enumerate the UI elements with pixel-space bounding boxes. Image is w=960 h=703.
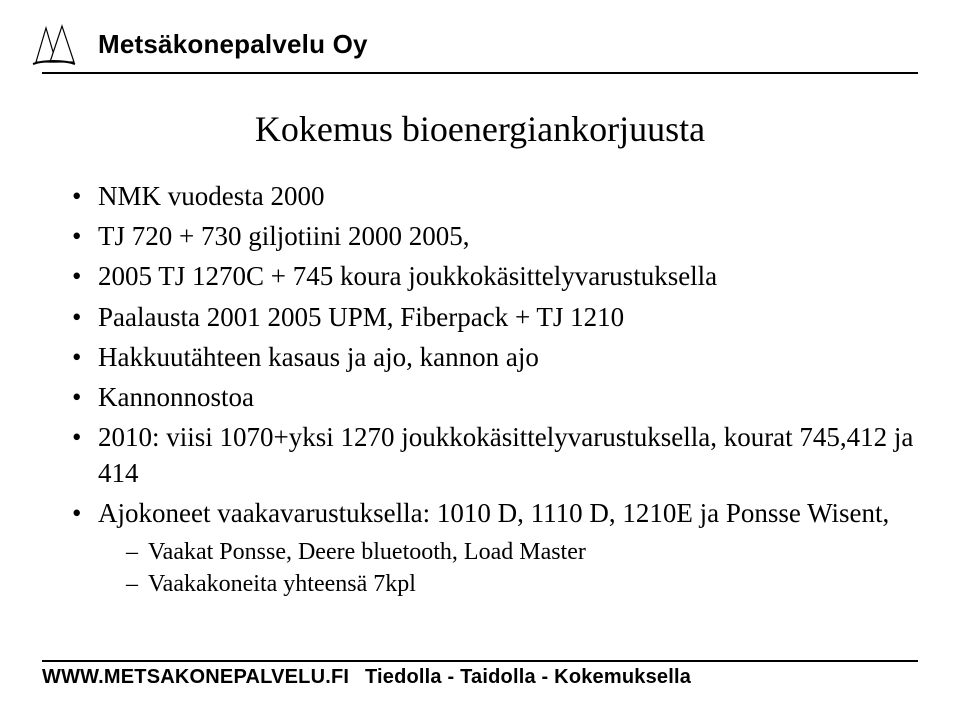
company-logo-icon [24, 20, 84, 68]
slide-page: Metsäkonepalvelu Oy Kokemus bioenergiank… [0, 0, 960, 703]
footer-divider [42, 660, 918, 662]
bullet-item: Hakkuutähteen kasaus ja ajo, kannon ajo [72, 339, 918, 375]
company-name: Metsäkonepalvelu Oy [98, 29, 368, 60]
bullet-item: Ajokoneet vaakavarustuksella: 1010 D, 11… [72, 495, 918, 600]
bullet-item: 2010: viisi 1070+yksi 1270 joukkokäsitte… [72, 419, 918, 491]
header: Metsäkonepalvelu Oy [24, 20, 918, 68]
bullet-item: NMK vuodesta 2000 [72, 178, 918, 214]
bullet-item: Paalausta 2001 2005 UPM, Fiberpack + TJ … [72, 299, 918, 335]
bullet-list: NMK vuodesta 2000 TJ 720 + 730 giljotiin… [72, 178, 918, 600]
footer: WWW.METSAKONEPALVELU.FI Tiedolla - Taido… [42, 660, 918, 689]
footer-line: WWW.METSAKONEPALVELU.FI Tiedolla - Taido… [42, 666, 918, 689]
bullet-item: Kannonnostoa [72, 379, 918, 415]
bullet-item-text: Ajokoneet vaakavarustuksella: 1010 D, 11… [98, 498, 889, 528]
sub-bullet-item: Vaakat Ponsse, Deere bluetooth, Load Mas… [126, 536, 918, 568]
footer-url: WWW.METSAKONEPALVELU.FI [42, 666, 349, 688]
footer-tagline: Tiedolla - Taidolla - Kokemuksella [365, 666, 691, 688]
sub-bullet-list: Vaakat Ponsse, Deere bluetooth, Load Mas… [126, 536, 918, 601]
sub-bullet-item: Vaakakoneita yhteensä 7kpl [126, 568, 918, 600]
bullet-item: TJ 720 + 730 giljotiini 2000 2005, [72, 218, 918, 254]
bullet-item: 2005 TJ 1270C + 745 koura joukkokäsittel… [72, 258, 918, 294]
header-divider [42, 72, 918, 74]
slide-title: Kokemus bioenergiankorjuusta [42, 108, 918, 150]
